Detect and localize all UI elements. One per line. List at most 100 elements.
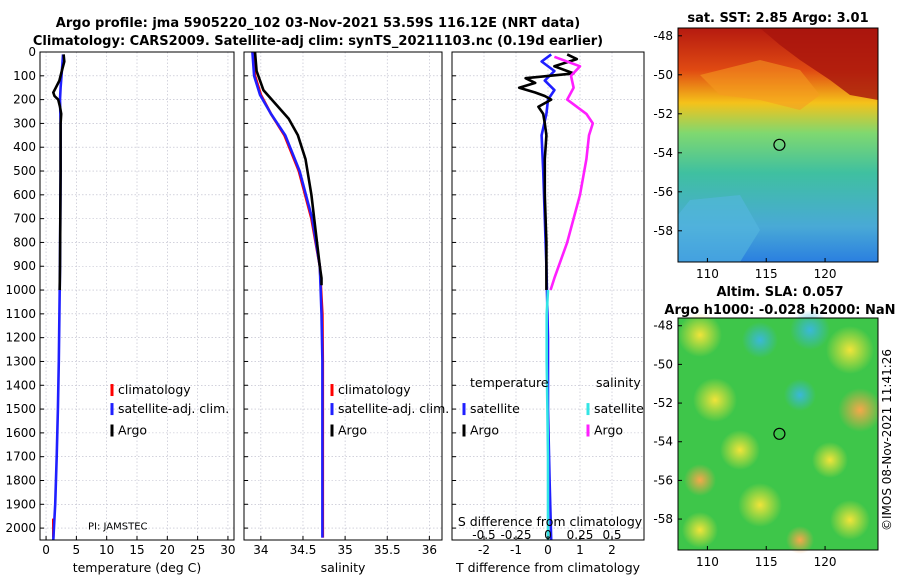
y-tick-label: 2000 bbox=[5, 521, 36, 535]
y-tick-label: 1900 bbox=[5, 497, 36, 511]
map-x-tick-label: 120 bbox=[814, 267, 837, 281]
map-x-tick-label: 110 bbox=[696, 555, 719, 569]
salinity-panel: 34 34.5 35 35.5 36 salinity climatology satelli… bbox=[243, 51, 449, 575]
map-y-tick-label: -54 bbox=[653, 435, 673, 449]
x-tick-label: 34 bbox=[253, 543, 268, 557]
title-line-1: Argo profile: jma 5905220_102 03-Nov-202… bbox=[56, 16, 580, 31]
y-tick-label: 1500 bbox=[5, 402, 36, 416]
x-tick-label: 20 bbox=[160, 543, 175, 557]
x-tick-label: -1 bbox=[510, 543, 522, 557]
x-tick-label: 0 bbox=[42, 543, 50, 557]
pi-annotation: PI: JAMSTEC bbox=[88, 522, 148, 533]
y-tick-label: 1700 bbox=[5, 450, 36, 464]
series-line-argo bbox=[253, 51, 323, 286]
s-axis-label: S difference from climatology bbox=[458, 514, 643, 529]
y-tick-label: 1400 bbox=[5, 378, 36, 392]
sla-axes: 110 115 120 -48 -50 -52 -54 -56 -58 bbox=[653, 319, 836, 569]
sla-eddies bbox=[678, 310, 882, 554]
s-tick-label: -0.25 bbox=[500, 528, 531, 542]
sst-argo-marker bbox=[773, 138, 786, 151]
y-tick-label: 700 bbox=[13, 212, 36, 226]
legend-temperature-title: temperature bbox=[470, 375, 549, 390]
x-axis-label: T difference from climatology bbox=[455, 560, 641, 575]
y-tick-label: 500 bbox=[13, 164, 36, 178]
sst-map: sat. SST: 2.85 Argo: 3.01 110 115 120 -48 -5… bbox=[653, 11, 879, 281]
map-x-tick-label: 120 bbox=[814, 555, 837, 569]
x-tick-label: 0 bbox=[544, 543, 552, 557]
legend-salinity-title: salinity bbox=[596, 375, 641, 390]
y-tick-label: 900 bbox=[13, 259, 36, 273]
map-y-tick-label: -54 bbox=[653, 146, 673, 160]
y-tick-label: 600 bbox=[13, 188, 36, 202]
map-y-tick-label: -48 bbox=[653, 319, 673, 333]
sla-map: Altim. SLA: 0.057 Argo h1000: -0.028 h20… bbox=[653, 285, 895, 569]
series-line-climatology bbox=[252, 51, 325, 538]
legend-label: Argo bbox=[118, 422, 147, 437]
map-x-tick-label: 115 bbox=[755, 555, 778, 569]
map-y-tick-label: -58 bbox=[653, 512, 673, 526]
legend-label: Argo bbox=[338, 422, 367, 437]
sst-warm-region bbox=[760, 28, 878, 100]
y-tick-label: 1000 bbox=[5, 283, 36, 297]
sla-title-line-1: Altim. SLA: 0.057 bbox=[717, 285, 844, 300]
sla-title-line-2: Argo h1000: -0.028 h2000: NaN bbox=[664, 303, 895, 318]
x-tick-label: 35.5 bbox=[374, 543, 401, 557]
x-tick-label: 34.5 bbox=[290, 543, 317, 557]
sla-argo-marker bbox=[773, 427, 786, 440]
x-axis-label: salinity bbox=[321, 560, 366, 575]
x-axis-label: temperature (deg C) bbox=[73, 560, 202, 575]
y-tick-label: 100 bbox=[13, 69, 36, 83]
y-tick-label: 1800 bbox=[5, 473, 36, 487]
map-x-tick-label: 110 bbox=[696, 267, 719, 281]
series-line-s-satellite bbox=[545, 289, 550, 540]
legend-label: climatology bbox=[338, 382, 411, 397]
y-tick-label: 1600 bbox=[5, 426, 36, 440]
y-tick-label: 1100 bbox=[5, 307, 36, 321]
legend-label: satellite-adj. clim. bbox=[118, 401, 229, 416]
map-y-tick-label: -50 bbox=[653, 68, 673, 82]
sst-cool-region bbox=[678, 195, 760, 262]
map-y-tick-label: -56 bbox=[653, 473, 673, 487]
y-tick-label: 0 bbox=[28, 45, 36, 59]
legend-s-argo: Argo bbox=[594, 422, 623, 437]
map-y-tick-label: -58 bbox=[653, 224, 673, 238]
series-line-s-argo bbox=[549, 55, 595, 291]
y-tick-label: 400 bbox=[13, 140, 36, 154]
x-tick-label: 10 bbox=[99, 543, 114, 557]
legend-label: satellite-adj. clim. bbox=[338, 401, 449, 416]
s-tick-label: 0.5 bbox=[602, 528, 621, 542]
x-tick-label: 5 bbox=[73, 543, 81, 557]
temperature-panel: 0100200300400500600700800900100011001200… bbox=[5, 45, 235, 575]
map-y-tick-label: -56 bbox=[653, 185, 673, 199]
sla-frame bbox=[677, 317, 879, 551]
map-y-tick-label: -50 bbox=[653, 357, 673, 371]
s-tick-label: -0.5 bbox=[472, 528, 495, 542]
y-tick-label: 1200 bbox=[5, 331, 36, 345]
map-y-tick-label: -52 bbox=[653, 396, 673, 410]
s-tick-label: 0.25 bbox=[567, 528, 594, 542]
legend-t-argo: Argo bbox=[470, 422, 499, 437]
x-tick-label: 1 bbox=[576, 543, 584, 557]
y-tick-label: 800 bbox=[13, 235, 36, 249]
x-tick-label: 30 bbox=[220, 543, 235, 557]
map-x-tick-label: 115 bbox=[755, 267, 778, 281]
plot-frame bbox=[243, 51, 443, 541]
y-tick-label: 200 bbox=[13, 93, 36, 107]
sst-frame bbox=[677, 27, 879, 263]
legend-t-satellite: satellite bbox=[470, 401, 520, 416]
x-tick-label: 35 bbox=[337, 543, 352, 557]
y-tick-label: 300 bbox=[13, 116, 36, 130]
sst-front bbox=[700, 60, 820, 110]
map-y-tick-label: -48 bbox=[653, 29, 673, 43]
difference-panel: -2 -1 0 1 2 T difference from climatology S di… bbox=[451, 51, 645, 575]
sst-axes: 110 115 120 -48 -50 -52 -54 -56 -58 bbox=[653, 29, 836, 281]
s-tick-label: 0 bbox=[544, 528, 552, 542]
series-line-t-argo bbox=[517, 53, 579, 290]
x-tick-label: -2 bbox=[478, 543, 490, 557]
series-line-satellite-adj-clim- bbox=[251, 51, 324, 538]
sst-map-title: sat. SST: 2.85 Argo: 3.01 bbox=[687, 11, 868, 26]
x-tick-label: 2 bbox=[608, 543, 616, 557]
legend-s-satellite: satellite bbox=[594, 401, 644, 416]
plot-frame bbox=[39, 51, 235, 541]
